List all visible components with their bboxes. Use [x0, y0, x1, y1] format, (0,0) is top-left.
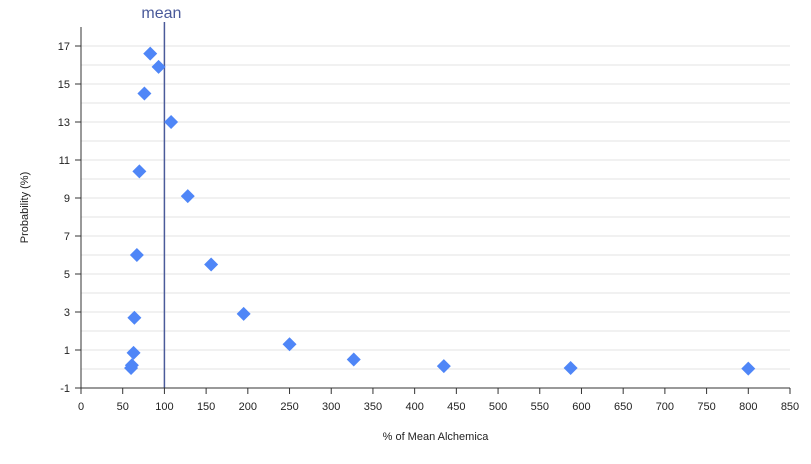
x-tick-label: 300 — [322, 401, 340, 413]
x-tick-label: 50 — [117, 401, 129, 413]
x-axis-ticks: 0 50 100 150 200 250 300 350 400 450 500 550 600 650 7… — [78, 388, 799, 413]
x-tick-label: 250 — [280, 401, 298, 413]
x-tick-label: 350 — [364, 401, 382, 413]
data-point — [282, 337, 297, 352]
grid-lines — [81, 45, 790, 370]
x-tick-label: 500 — [489, 401, 507, 413]
y-tick-label: 11 — [59, 155, 70, 167]
y-tick-label: 13 — [58, 117, 70, 129]
mean-annotation: mean — [141, 5, 181, 388]
data-point — [124, 361, 139, 376]
data-point — [741, 361, 756, 376]
x-tick-label: 800 — [739, 401, 757, 413]
data-point — [127, 310, 142, 325]
data-point — [129, 248, 144, 262]
data-point — [143, 46, 158, 61]
data-points — [124, 46, 756, 376]
data-point — [164, 115, 179, 129]
x-tick-label: 150 — [197, 401, 215, 413]
x-tick-label: 700 — [656, 401, 674, 413]
data-point — [236, 306, 251, 321]
data-point — [204, 257, 219, 272]
axes — [80, 27, 790, 389]
data-point — [137, 86, 152, 101]
data-point — [126, 345, 141, 360]
x-tick-label: 600 — [572, 401, 590, 413]
y-tick-label: 9 — [64, 193, 70, 205]
data-point — [563, 361, 578, 376]
x-tick-label: 550 — [531, 401, 549, 413]
y-axis-title: Probability (%) — [19, 172, 31, 244]
y-tick-label: 1 — [64, 345, 70, 357]
data-point — [132, 164, 147, 179]
data-point — [180, 189, 195, 204]
data-point — [151, 59, 166, 74]
x-tick-label: 0 — [78, 401, 84, 413]
y-tick-label: 5 — [64, 269, 70, 281]
x-tick-label: 100 — [155, 401, 173, 413]
x-tick-label: 850 — [781, 401, 799, 413]
x-tick-label: 200 — [239, 401, 257, 413]
data-point — [346, 352, 361, 367]
x-tick-label: 450 — [447, 401, 465, 413]
mean-label: mean — [141, 5, 181, 22]
y-tick-label: 15 — [58, 79, 70, 91]
x-tick-label: 400 — [405, 401, 423, 413]
y-tick-label: -1 — [60, 383, 70, 395]
y-tick-label: 3 — [64, 307, 70, 319]
x-axis-title: % of Mean Alchemica — [383, 431, 490, 443]
x-tick-label: 750 — [697, 401, 715, 413]
x-tick-label: 650 — [614, 401, 632, 413]
y-tick-label: 17 — [58, 41, 70, 53]
data-point — [436, 359, 451, 374]
y-tick-label: 7 — [64, 231, 70, 243]
